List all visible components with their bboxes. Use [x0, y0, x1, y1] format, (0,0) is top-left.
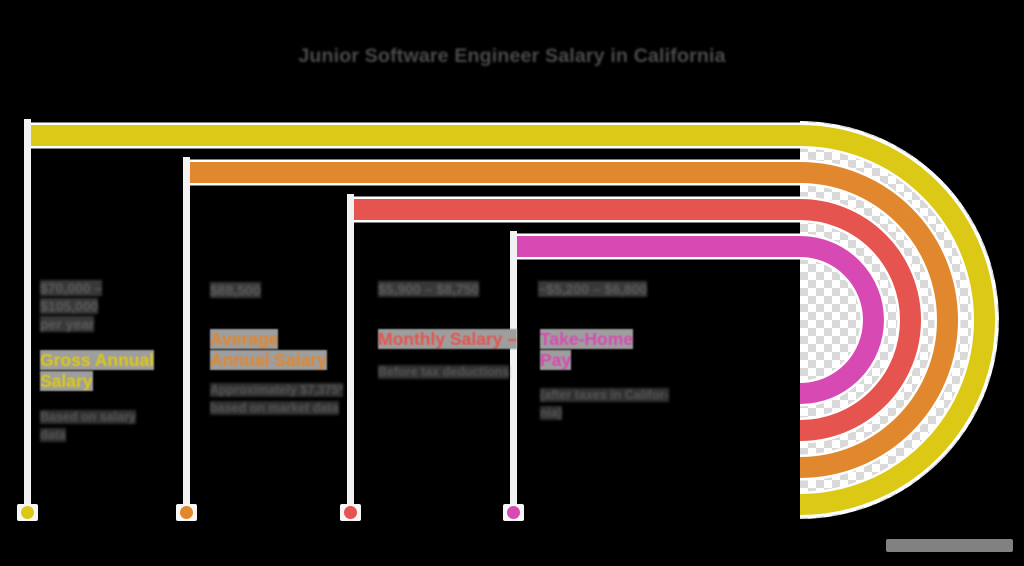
marker-average — [176, 504, 197, 521]
average-salary-value: $88,500 — [210, 282, 261, 298]
column-monthly-note: Before tax deductions — [378, 363, 528, 381]
column-takehome-note: (after taxes in Califor- nia) — [540, 386, 700, 422]
monthly-salary-note: Before tax deductions — [378, 365, 510, 379]
gross-salary-value: $70,000 – $105,000 per year — [40, 280, 103, 332]
dot-gross-icon — [21, 506, 34, 519]
average-salary-heading: Average Annual Salary — [210, 329, 327, 370]
dot-monthly-icon — [344, 506, 357, 519]
column-average-note: Approximately $7,375* based on market da… — [210, 381, 365, 417]
page-title: Junior Software Engineer Salary in Calif… — [298, 45, 726, 67]
column-monthly-heading: Monthly Salary – — [378, 329, 528, 350]
gross-salary-note: Based on salary data — [40, 410, 136, 442]
monthly-salary-heading: Monthly Salary – — [378, 329, 518, 349]
leader-line-average — [183, 157, 190, 507]
column-gross-heading: Gross Annual Salary — [40, 350, 175, 392]
leader-line-gross — [24, 119, 31, 507]
column-take-home-pay: ~$5,200 – $6,800 — [538, 281, 698, 299]
watermark — [886, 539, 1013, 552]
leader-line-takehome — [510, 231, 517, 507]
takehome-pay-value: ~$5,200 – $6,800 — [538, 281, 648, 297]
dot-average-icon — [180, 506, 193, 519]
column-average-heading: Average Annual Salary — [210, 329, 350, 371]
takehome-pay-heading: Take-Home Pay — [540, 329, 634, 370]
marker-takehome — [503, 504, 524, 521]
gross-salary-heading: Gross Annual Salary — [40, 350, 155, 391]
column-average-annual-salary: $88,500 — [210, 282, 340, 300]
marker-monthly — [340, 504, 361, 521]
ring-average-annual-salary — [190, 162, 958, 478]
leader-line-monthly — [347, 194, 354, 507]
ring-monthly-salary — [354, 199, 921, 441]
takehome-pay-note: (after taxes in Califor- nia) — [540, 388, 669, 420]
marker-gross — [17, 504, 38, 521]
monthly-salary-value: $5,900 – $8,750 — [378, 281, 480, 297]
average-salary-note: Approximately $7,375* based on market da… — [210, 383, 344, 415]
ring-take-home-pay — [517, 236, 884, 404]
column-takehome-heading: Take-Home Pay — [540, 329, 670, 371]
column-gross-note: Based on salary data — [40, 408, 170, 444]
column-monthly-salary: $5,900 – $8,750 — [378, 281, 523, 299]
dot-takehome-icon — [507, 506, 520, 519]
ring-gross-annual-salary — [31, 125, 995, 515]
column-gross-annual-salary: $70,000 – $105,000 per year — [40, 280, 170, 334]
